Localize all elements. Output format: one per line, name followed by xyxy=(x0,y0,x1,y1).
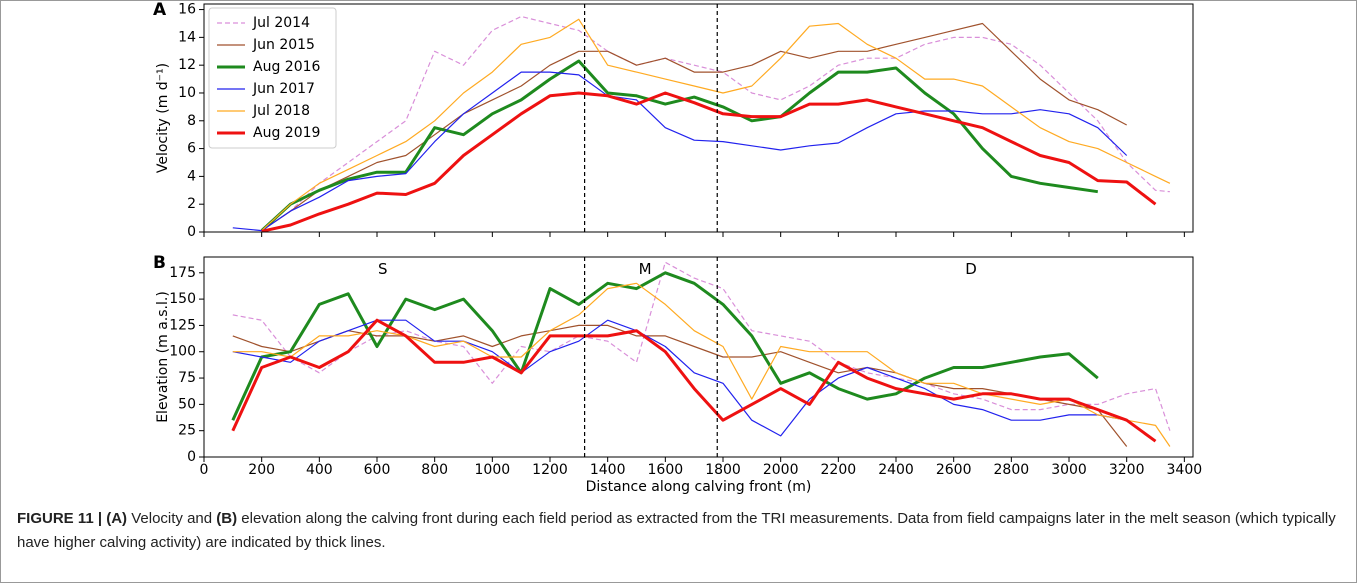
x-tick-label: 2800 xyxy=(994,462,1030,478)
y-tick-label: 12 xyxy=(178,57,196,73)
y-tick-label: 6 xyxy=(187,141,196,157)
y-tick-label: 150 xyxy=(169,291,196,307)
y-tick-label: 16 xyxy=(178,2,196,18)
x-tick-label: 2200 xyxy=(821,462,857,478)
y-tick-label: 75 xyxy=(178,370,196,386)
x-tick-label: 2600 xyxy=(936,462,972,478)
x-tick-label: 200 xyxy=(248,462,275,478)
x-tick-label: 2000 xyxy=(763,462,799,478)
y-tick-label: 50 xyxy=(178,396,196,412)
caption-text: Velocity and xyxy=(127,510,217,527)
plot-frame xyxy=(203,3,1194,233)
x-axis-label: Distance along calving front (m) xyxy=(586,479,812,495)
legend-label: Jun 2015 xyxy=(252,37,315,53)
y-axis-label: Velocity (m d⁻¹) xyxy=(155,63,171,173)
x-tick-label: 2400 xyxy=(878,462,914,478)
x-tick-label: 3000 xyxy=(1051,462,1087,478)
sector-label: S xyxy=(378,260,388,278)
y-tick-label: 10 xyxy=(178,85,196,101)
series-line xyxy=(232,282,1171,447)
x-tick-label: 1600 xyxy=(648,462,684,478)
x-tick-label: 1400 xyxy=(590,462,626,478)
y-tick-label: 175 xyxy=(169,265,196,281)
legend-label: Jul 2014 xyxy=(252,15,310,31)
y-axis-label: Elevation (m a.s.l.) xyxy=(155,291,171,423)
panel-label: A xyxy=(153,1,167,20)
y-tick-label: 4 xyxy=(187,168,196,184)
y-tick-label: 2 xyxy=(187,196,196,212)
caption-text: (B) xyxy=(216,510,238,527)
series-line xyxy=(261,91,1157,232)
y-tick-label: 100 xyxy=(169,344,196,360)
legend-label: Jul 2018 xyxy=(252,103,310,119)
series-line xyxy=(260,59,1099,232)
y-tick-label: 125 xyxy=(169,317,196,333)
y-tick-label: 14 xyxy=(178,29,196,45)
y-tick-label: 0 xyxy=(187,449,196,465)
x-tick-label: 1000 xyxy=(475,462,511,478)
x-tick-label: 400 xyxy=(306,462,333,478)
series-line xyxy=(232,324,1128,447)
series-line xyxy=(232,319,1127,437)
legend-box xyxy=(208,7,337,149)
plot-frame xyxy=(203,256,1194,458)
panel-label: B xyxy=(153,253,166,273)
x-tick-label: 0 xyxy=(200,462,209,478)
x-tick-label: 1200 xyxy=(532,462,568,478)
series-line xyxy=(231,318,1157,443)
x-tick-label: 800 xyxy=(421,462,448,478)
series-line xyxy=(231,271,1099,421)
y-tick-label: 25 xyxy=(178,423,196,439)
legend-label: Aug 2019 xyxy=(253,125,320,141)
series-line xyxy=(261,22,1127,232)
caption-text: FIGURE 11 | (A) xyxy=(17,510,128,527)
sector-label: D xyxy=(965,260,977,278)
caption: FIGURE 11 | (A) Velocity and (B) elevati… xyxy=(17,507,1342,555)
y-tick-label: 8 xyxy=(187,113,196,129)
x-tick-label: 3200 xyxy=(1109,462,1145,478)
legend-label: Jun 2017 xyxy=(252,81,315,97)
sector-label: M xyxy=(639,260,652,278)
y-tick-label: 0 xyxy=(187,224,196,240)
caption-text: elevation along the calving front during… xyxy=(17,510,1336,551)
x-tick-label: 1800 xyxy=(705,462,741,478)
series-line xyxy=(261,18,1171,232)
x-tick-label: 3400 xyxy=(1167,462,1203,478)
chart: A Velocity (m d⁻¹) 0 2 4 6 8 10 12 14 16 Jul 2014 Ju… xyxy=(153,1,1203,495)
x-tick-label: 600 xyxy=(364,462,391,478)
series-line xyxy=(232,71,1128,232)
legend-label: Aug 2016 xyxy=(253,59,321,75)
